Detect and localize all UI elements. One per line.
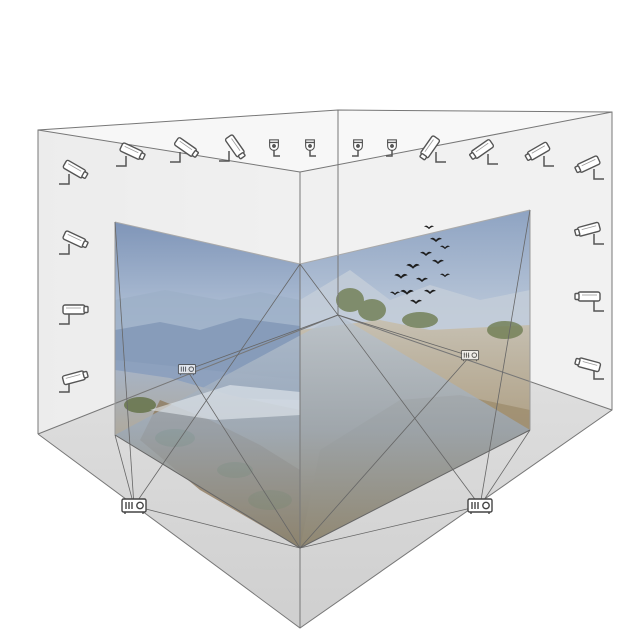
surveillance-camera-icon xyxy=(523,140,554,167)
projector-icon xyxy=(121,498,147,515)
surveillance-camera-icon xyxy=(116,141,147,167)
surveillance-camera-icon xyxy=(305,139,316,157)
surveillance-camera-icon xyxy=(269,139,280,157)
surveillance-camera-icon xyxy=(573,356,604,380)
surveillance-camera-icon xyxy=(59,369,90,393)
surveillance-camera-icon xyxy=(386,139,397,157)
surveillance-camera-icon xyxy=(59,158,90,185)
surveillance-camera-icon xyxy=(59,229,90,255)
projector-icon xyxy=(460,349,480,362)
surveillance-camera-icon xyxy=(170,136,201,163)
surveillance-cameras xyxy=(59,133,604,393)
room-wireframe xyxy=(37,109,613,629)
surveillance-camera-icon xyxy=(352,139,363,157)
surveillance-camera-icon xyxy=(467,138,498,165)
projector-icon xyxy=(467,498,493,515)
floor-screen xyxy=(115,315,530,548)
surveillance-camera-icon xyxy=(573,221,604,245)
surveillance-camera-icon xyxy=(574,291,604,312)
surveillance-camera-icon xyxy=(417,134,446,163)
surveillance-camera-icon xyxy=(219,133,248,162)
projection-screens xyxy=(115,210,530,548)
surveillance-camera-icon xyxy=(573,154,604,180)
surveillance-camera-icon xyxy=(59,304,89,325)
projector-icon xyxy=(177,363,197,376)
